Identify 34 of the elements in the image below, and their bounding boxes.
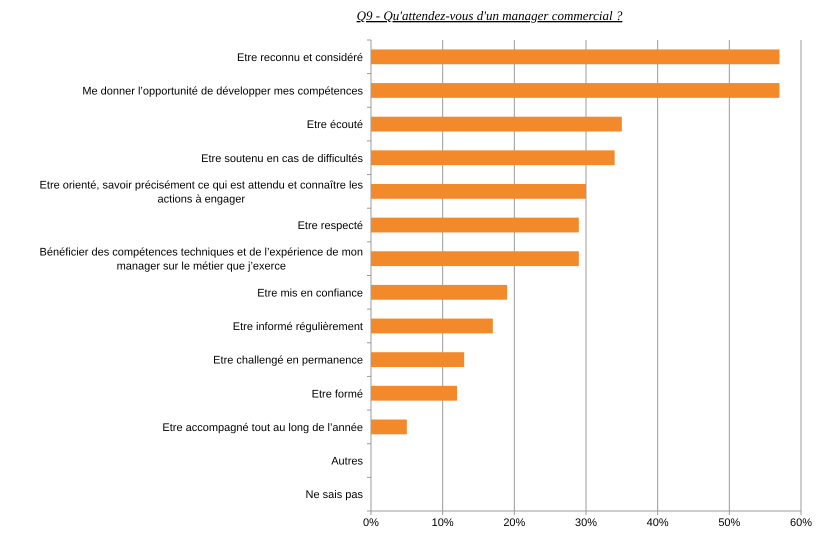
x-tick-label: 20% bbox=[503, 516, 526, 529]
y-tick-label: Etre informé régulièrement bbox=[232, 320, 363, 333]
y-tick-label: Etre accompagné tout au long de l’année bbox=[162, 422, 363, 434]
y-tick-label: Autres bbox=[331, 456, 364, 468]
y-tick-label: Etre mis en confiance bbox=[257, 287, 363, 300]
y-tick-label: Me donner l’opportunité de développer mes compétences bbox=[82, 85, 364, 98]
y-tick-label: Ne sais pas bbox=[306, 489, 364, 502]
y-tick-label: Etre respecté bbox=[298, 220, 363, 232]
bar bbox=[371, 83, 780, 98]
x-tick-label: 10% bbox=[432, 516, 454, 529]
y-tick-label: Etre challengé en permanence bbox=[213, 354, 363, 367]
bar bbox=[371, 184, 586, 199]
x-tick-label: 40% bbox=[646, 516, 669, 529]
y-tick-label: Etre écouté bbox=[306, 119, 363, 132]
x-tick-label: 0% bbox=[363, 516, 380, 529]
bar bbox=[371, 150, 615, 166]
bar bbox=[371, 419, 407, 434]
bar bbox=[371, 218, 579, 232]
y-tick-label: Etre reconnu et considéré bbox=[237, 52, 363, 64]
bar bbox=[371, 318, 493, 334]
bar bbox=[371, 251, 579, 266]
y-tick-label: Etre soutenu en cas de difficultés bbox=[201, 152, 364, 165]
y-tick-label: Etre formé bbox=[312, 388, 363, 400]
bar bbox=[371, 116, 622, 132]
x-tick-label: 50% bbox=[718, 516, 741, 529]
bar bbox=[371, 49, 780, 64]
bar bbox=[371, 386, 457, 401]
bar bbox=[371, 284, 508, 300]
chart-title: Q9 - Qu'attendez-vous d'un manager commercial ? bbox=[356, 8, 623, 23]
x-tick-label: 30% bbox=[574, 516, 598, 529]
x-tick-label: 60% bbox=[790, 516, 812, 529]
bar bbox=[371, 352, 464, 368]
y-tick-label: Bénéficier des compétences techniques et de l’expérience de mon manager sur le métier que j’exerce bbox=[40, 246, 363, 273]
y-tick-label: Etre orienté, savoir précisément ce qui est attendu et connaître les actions à engager bbox=[40, 179, 364, 206]
